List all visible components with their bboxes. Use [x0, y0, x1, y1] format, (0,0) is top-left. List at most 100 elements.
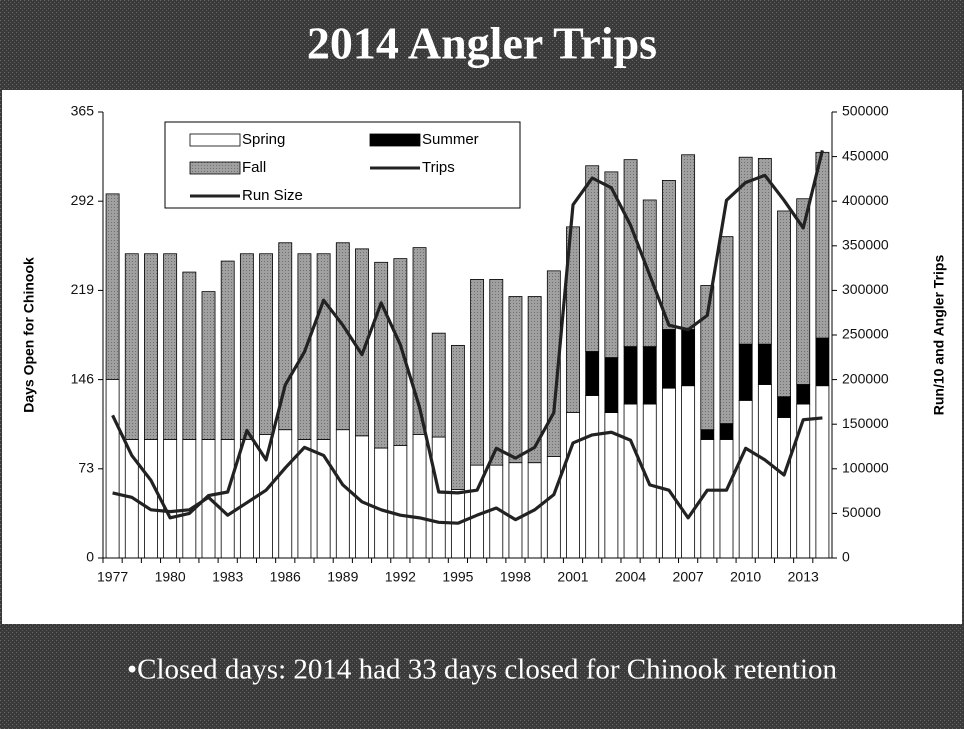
bar-segment [450, 344, 465, 490]
bar-segment [662, 180, 676, 330]
bar-segment [546, 270, 561, 457]
bar-segment [777, 210, 791, 398]
bar-segment [585, 351, 600, 396]
bar-segment [546, 456, 561, 559]
bar-segment [681, 329, 696, 387]
bar-segment [508, 462, 523, 559]
bar-segment [757, 343, 772, 385]
bar-segment [796, 403, 811, 559]
bar-segment [566, 226, 580, 413]
y-axis-label: Days Open for Chinook [21, 257, 37, 413]
legend-label: Spring [242, 131, 285, 148]
slide-title: 2014 Angler Trips [307, 18, 657, 69]
x-tick-label: 1986 [270, 569, 301, 585]
bar-segment [566, 412, 580, 559]
bar-segment [719, 423, 734, 440]
bar-segment [623, 159, 638, 348]
y-tick-label: 73 [78, 460, 94, 476]
x-tick-label: 2010 [730, 569, 761, 585]
bar-segment [815, 385, 830, 559]
x-tick-label: 2004 [615, 569, 646, 585]
bar-segment [604, 171, 619, 359]
bar-segment [239, 253, 254, 440]
bar-segment [316, 253, 331, 440]
y2-tick-label: 450000 [842, 147, 889, 163]
bar-segment [738, 399, 753, 559]
y-tick-label: 219 [71, 281, 95, 297]
bar-segment [393, 445, 408, 559]
legend-label: Fall [242, 159, 266, 176]
bar-segment [604, 357, 619, 413]
bar-segment [585, 395, 600, 559]
bar-segment [738, 343, 753, 401]
y2-tick-label: 150000 [842, 415, 889, 431]
bar-segment [335, 242, 350, 431]
legend-swatch [369, 133, 421, 147]
bar-segment [220, 260, 235, 440]
bar-segment [815, 151, 830, 339]
bar-segment [623, 346, 638, 405]
bar-segment [527, 296, 542, 464]
x-tick-label: 1992 [385, 569, 416, 585]
legend-label: Summer [422, 131, 479, 148]
bar-segment [163, 253, 178, 440]
x-tick-label: 2007 [673, 569, 704, 585]
bar-segment [278, 429, 293, 559]
bar-segment [662, 387, 676, 559]
bar-segment [393, 258, 408, 446]
line-series [112, 416, 823, 525]
bar-segment [335, 429, 350, 559]
bar-segment [124, 253, 139, 440]
bar-segment [470, 279, 485, 466]
bar-segment [777, 396, 791, 418]
bar-segment [201, 291, 216, 440]
y2-tick-label: 350000 [842, 237, 889, 253]
bar-segment [681, 385, 696, 559]
y2-tick-label: 500000 [842, 103, 889, 119]
y-tick-label: 365 [71, 103, 95, 119]
bar-segment [182, 439, 197, 559]
legend-label: Run Size [242, 187, 303, 204]
bar-segment [182, 271, 197, 440]
x-tick-label: 1980 [155, 569, 186, 585]
legend-swatch [189, 161, 241, 175]
bar-segment [757, 158, 772, 345]
bar-segment [374, 447, 389, 559]
x-tick-label: 2001 [557, 569, 588, 585]
bullet-text: •Closed days: 2014 had 33 days closed fo… [127, 654, 838, 686]
bar-segment [508, 296, 523, 464]
bar-segment [412, 247, 427, 435]
x-tick-label: 1977 [97, 569, 128, 585]
bar-segment [105, 379, 120, 559]
bar-segment [719, 439, 734, 559]
bar-segment [259, 253, 273, 435]
bar-segment [220, 439, 235, 559]
x-tick-label: 1998 [500, 569, 531, 585]
bar-segment [796, 198, 811, 385]
y2-axis-label: Run/10 and Angler Trips [931, 255, 947, 416]
x-tick-label: 2013 [788, 569, 819, 585]
bar-segment [431, 332, 446, 438]
x-tick-label: 1983 [212, 569, 243, 585]
y2-tick-label: 400000 [842, 192, 889, 208]
bar-segment [662, 329, 676, 389]
bar-segment [297, 253, 312, 440]
y2-tick-label: 100000 [842, 460, 889, 476]
bar-segment [815, 337, 830, 387]
bar-segment [297, 439, 312, 559]
bar-segment [489, 279, 504, 466]
bar-segment [681, 154, 696, 330]
x-tick-label: 1989 [327, 569, 358, 585]
bar-segment [278, 242, 293, 431]
y-tick-label: 292 [71, 192, 95, 208]
bar-segment [642, 346, 657, 405]
y2-tick-label: 0 [842, 549, 850, 565]
bar-segment [105, 193, 120, 381]
bar-segment [144, 439, 158, 559]
legend-swatch [189, 133, 241, 147]
bar-segment [796, 384, 811, 405]
legend-label: Trips [422, 159, 455, 176]
bar-segment [700, 429, 715, 440]
